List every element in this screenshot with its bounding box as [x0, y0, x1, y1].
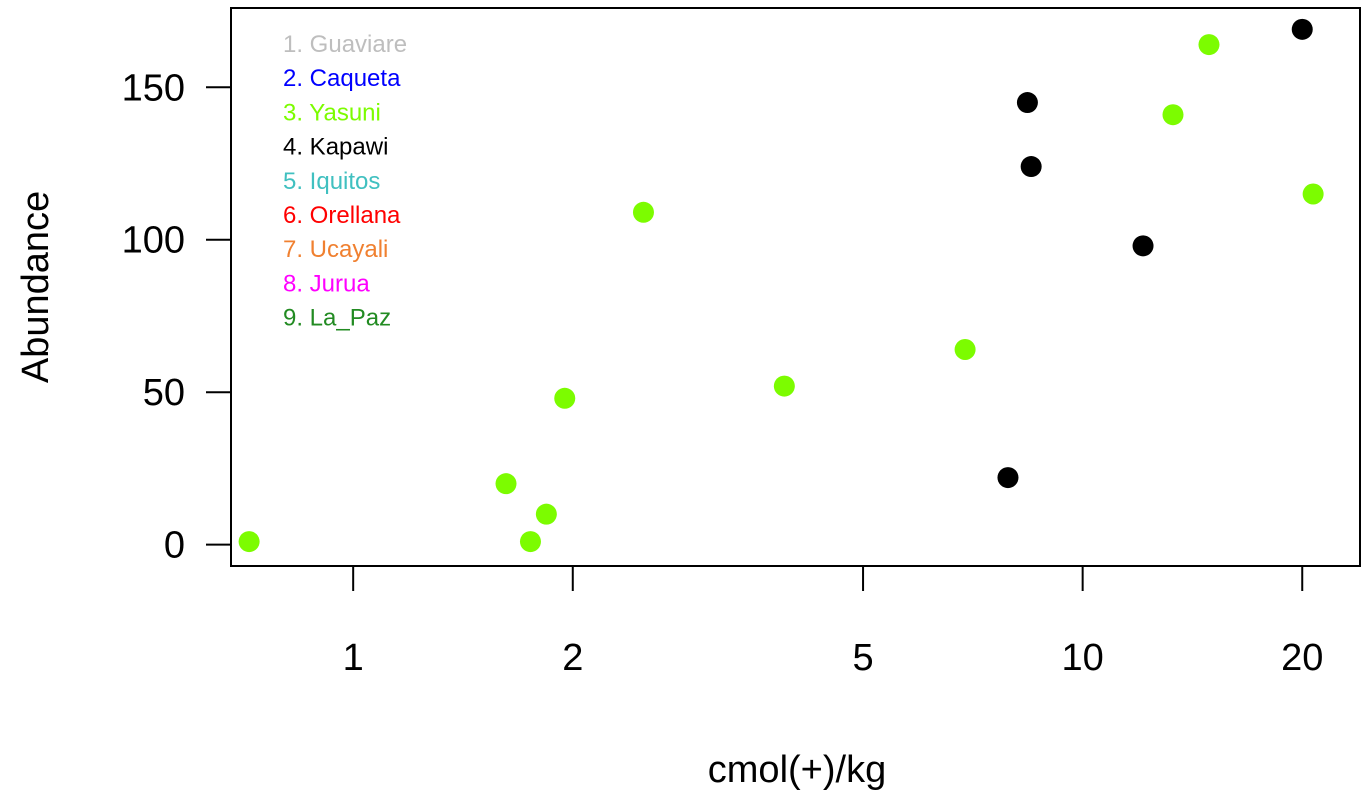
- y-tick-label: 150: [122, 67, 185, 109]
- legend-entry: 9. La_Paz: [283, 305, 391, 332]
- data-point: [1016, 92, 1038, 114]
- data-point: [1291, 18, 1313, 40]
- data-point: [1302, 183, 1324, 205]
- data-point: [954, 339, 976, 361]
- legend-entry: 8. Jurua: [283, 270, 370, 297]
- x-tick-label: 5: [852, 637, 873, 679]
- y-tick-label: 100: [122, 220, 185, 262]
- legend-entry: 4. Kapawi: [283, 134, 388, 161]
- legend-entry: 1. Guaviare: [283, 31, 407, 58]
- data-point: [1162, 104, 1184, 126]
- legend-entry: 7. Ucayali: [283, 236, 388, 263]
- y-axis: 0 50 100 150: [122, 67, 231, 567]
- data-points: [238, 18, 1324, 553]
- data-point: [554, 387, 576, 409]
- data-point: [519, 531, 541, 553]
- x-axis: 1 2 5 10 20: [343, 566, 1323, 679]
- legend: 1. Guaviare 2. Caqueta 3. Yasuni 4. Kapawi 5…: [283, 31, 407, 332]
- plot-frame: [230, 7, 1361, 567]
- data-point: [1020, 156, 1042, 178]
- data-point: [632, 201, 654, 223]
- legend-entry: 3. Yasuni: [283, 99, 381, 126]
- data-point: [495, 473, 517, 495]
- legend-entry: 5. Iquitos: [283, 168, 380, 195]
- legend-entry: 6. Orellana: [283, 202, 401, 229]
- x-tick-label: 20: [1281, 637, 1323, 679]
- x-tick-label: 2: [562, 637, 583, 679]
- x-tick-label: 1: [343, 637, 364, 679]
- data-point: [773, 375, 795, 397]
- y-axis-label: Abundance: [15, 191, 57, 383]
- y-tick-label: 0: [164, 525, 185, 567]
- data-point: [238, 531, 260, 553]
- data-point: [997, 467, 1019, 489]
- data-point: [1198, 34, 1220, 56]
- y-tick-label: 50: [143, 372, 185, 414]
- x-axis-label: cmol(+)/kg: [708, 749, 886, 791]
- legend-entry: 2. Caqueta: [283, 65, 401, 92]
- data-point: [535, 503, 557, 525]
- x-tick-label: 10: [1062, 637, 1104, 679]
- data-point: [1132, 235, 1154, 257]
